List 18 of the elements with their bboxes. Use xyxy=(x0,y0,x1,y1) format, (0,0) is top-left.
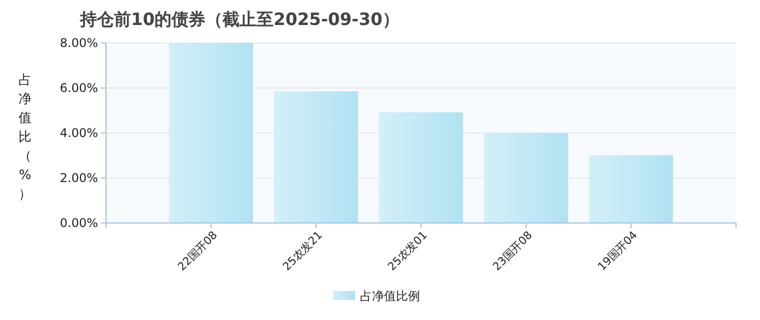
y-tick-label: 8.00% xyxy=(60,36,98,50)
bar xyxy=(589,155,673,223)
bar xyxy=(379,112,463,223)
y-tick-label: 2.00% xyxy=(60,171,98,186)
y-tick-label: 0.00% xyxy=(60,216,98,230)
bar xyxy=(484,133,568,223)
x-tick-label: 23国开08 xyxy=(490,228,535,274)
legend-label: 占净值比例 xyxy=(360,289,420,303)
y-axis-title: 占净值比（%） xyxy=(18,73,32,202)
x-tick-label: 25农发01 xyxy=(385,228,430,274)
y-tick-label: 6.00% xyxy=(60,81,98,96)
bar xyxy=(274,91,358,223)
y-tick-label: 4.00% xyxy=(60,126,98,140)
x-tick-label: 19国开04 xyxy=(595,228,640,274)
bar xyxy=(169,43,253,223)
x-tick-label: 25农发21 xyxy=(280,228,325,274)
chart-title: 持仓前10的债券（截止至2025-09-30） xyxy=(79,10,400,30)
x-tick-label: 22国开08 xyxy=(175,228,220,274)
